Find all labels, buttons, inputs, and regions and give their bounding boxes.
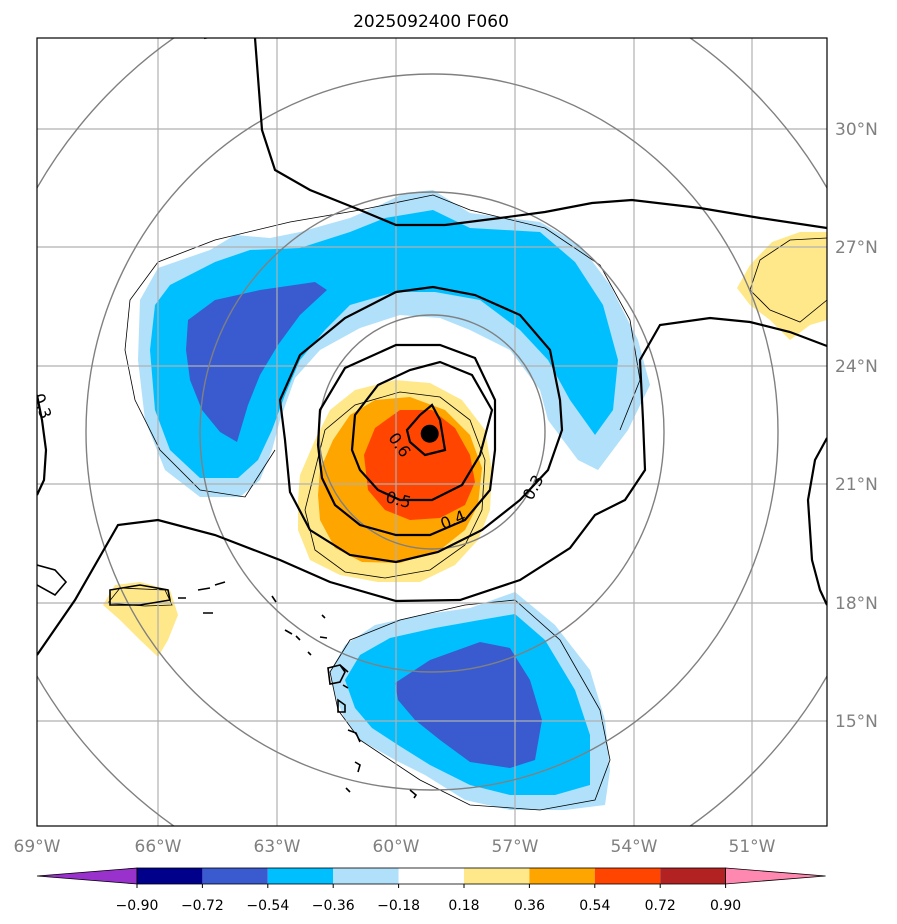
x-tick-60w: 60°W <box>373 837 420 857</box>
y-tick-27n: 27°N <box>835 238 878 258</box>
colorbar-tick-label: −0.72 <box>181 898 224 914</box>
thin-contour-core <box>304 391 486 579</box>
contour-03-right-edge <box>806 437 827 606</box>
colorbar-segment <box>202 868 268 884</box>
colorbar-tick-label: −0.90 <box>116 898 159 914</box>
thin-contour-east <box>749 237 827 323</box>
map-frame <box>36 37 828 827</box>
x-tick-51w: 51°W <box>729 837 776 857</box>
thin-contour-north-lobe <box>124 261 276 498</box>
colorbar-tick-label: 0.18 <box>448 898 479 914</box>
colorbar-segment <box>594 868 661 884</box>
island-dominica <box>342 684 349 689</box>
colorbar-tick-label: 0.72 <box>645 898 676 914</box>
colorbar-tick-label: −0.18 <box>377 898 420 914</box>
y-axis-tick-labels: 30°N 27°N 24°N 21°N 18°N 15°N <box>835 120 878 732</box>
colorbar-segment <box>137 868 203 884</box>
island-lesser-antilles-1 <box>284 629 301 641</box>
x-tick-63w: 63°W <box>254 837 301 857</box>
island-virgin-islands <box>178 581 277 614</box>
colorbar-frame <box>136 867 726 885</box>
x-tick-69w: 69°W <box>14 837 61 857</box>
x-tick-66w: 66°W <box>135 837 182 857</box>
range-ring-2 <box>199 191 665 673</box>
x-tick-57w: 57°W <box>492 837 539 857</box>
colorbar-segment <box>529 868 595 884</box>
contour-03-north <box>204 38 827 230</box>
island-guadeloupe <box>327 664 349 685</box>
thin-contour-north <box>157 194 641 431</box>
colorbar-extend-max <box>725 867 826 885</box>
colorbar-segment <box>333 868 399 884</box>
colorbar-segment <box>660 868 726 884</box>
x-tick-54w: 54°W <box>611 837 658 857</box>
colorbar: −0.90 −0.72 −0.54 −0.36 −0.18 0.18 0.36 0.54 0.7… <box>36 867 826 914</box>
chart-title: 2025092400 F060 <box>353 12 509 32</box>
fill-negative-north-dark <box>186 282 327 442</box>
y-tick-18n: 18°N <box>835 594 878 614</box>
coastlines <box>37 564 418 799</box>
y-tick-24n: 24°N <box>835 357 878 377</box>
colorbar-segment <box>267 868 334 884</box>
colorbar-extend-min <box>36 867 138 885</box>
contour-03-left-edge <box>37 394 48 496</box>
gridlines <box>37 38 827 826</box>
island-lesser-antilles-2 <box>307 614 328 656</box>
fill-negative-north-mid <box>150 210 618 478</box>
colorbar-segment <box>464 868 530 884</box>
fill-positive-east <box>737 232 827 340</box>
island-grenada <box>345 787 351 793</box>
colorbar-tick-label: −0.36 <box>312 898 355 914</box>
fill-negative-south-dark <box>395 642 542 768</box>
contour-03-inner-ring <box>278 285 564 564</box>
y-tick-15n: 15°N <box>835 712 878 732</box>
y-tick-21n: 21°N <box>835 475 878 495</box>
island-st-lucia <box>347 729 361 743</box>
storm-center-marker <box>420 424 439 443</box>
island-st-vincent <box>354 761 361 773</box>
y-tick-30n: 30°N <box>835 120 878 140</box>
island-puerto-rico <box>109 584 171 606</box>
contour-03-outer <box>37 316 827 656</box>
colorbar-segment <box>398 868 464 884</box>
thin-contours <box>107 194 827 811</box>
contour-05-ring <box>350 360 494 502</box>
contour-04-ring <box>316 343 497 537</box>
x-axis-tick-labels: 69°W 66°W 63°W 60°W 57°W 54°W 51°W <box>14 837 776 857</box>
range-ring-3 <box>85 73 779 791</box>
contour-06-loop <box>405 403 447 457</box>
colorbar-tick-label: 0.90 <box>710 898 741 914</box>
thin-contour-south <box>329 599 611 811</box>
map-area: 0.3 0.4 0.5 0.6 0.3 <box>37 38 827 826</box>
fill-positive-west <box>103 582 178 657</box>
island-hispaniola-piece <box>37 564 68 597</box>
colorbar-tick-label: −0.54 <box>246 898 289 914</box>
island-barbados <box>409 789 418 799</box>
colorbar-tick-label: 0.54 <box>579 898 610 914</box>
bold-contours <box>37 38 827 656</box>
island-martinique <box>337 698 346 713</box>
colorbar-tick-label: 0.36 <box>514 898 545 914</box>
